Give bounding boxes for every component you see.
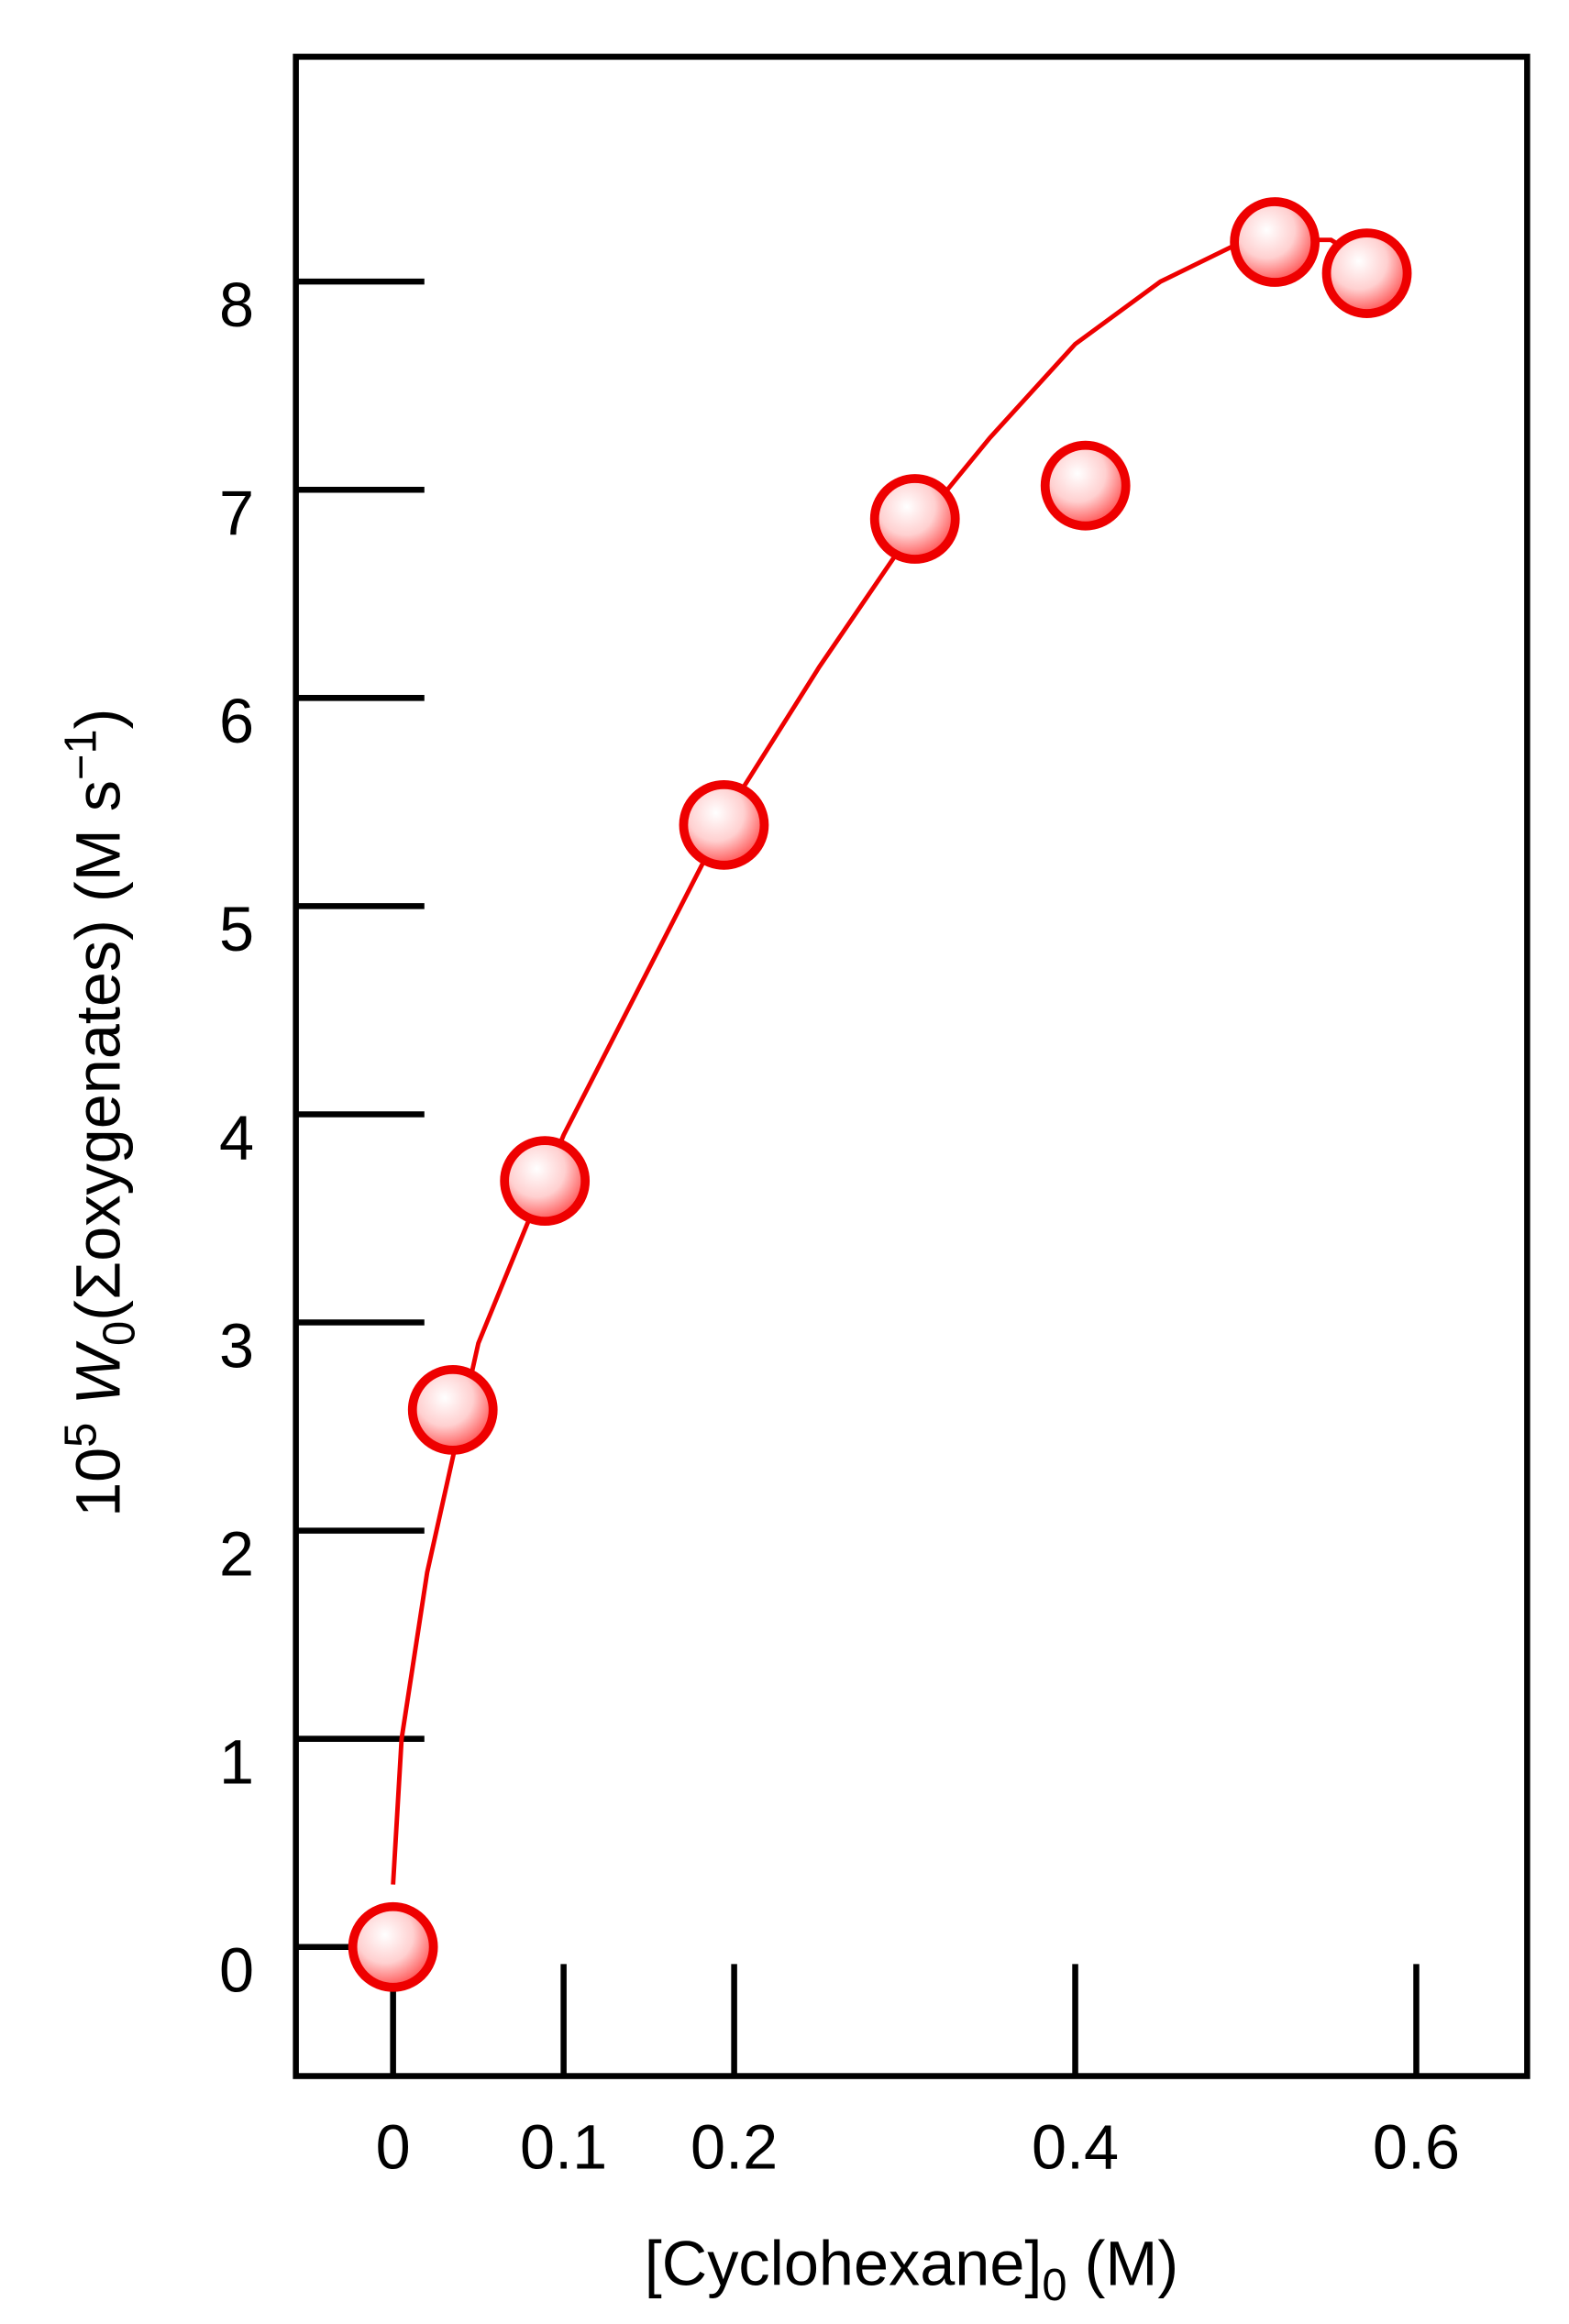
data-point: [500, 1136, 591, 1227]
fit-curve: [391, 237, 1366, 1885]
y-axis-label: 105 W0(Σoxygenates) (M s−1): [56, 709, 144, 1517]
y-tick-label: 3: [219, 1310, 254, 1381]
y-label-text: 10: [62, 1448, 133, 1517]
y-tick-label: 8: [219, 270, 254, 340]
x-label-unit: (M): [1067, 2229, 1179, 2299]
data-point: [679, 779, 769, 870]
y-label-sup: 5: [56, 1423, 105, 1448]
x-tick-label: 0: [376, 2112, 411, 2183]
y-tick-label: 5: [219, 894, 254, 964]
y-tick-label: 7: [219, 478, 254, 548]
y-tick-label: 4: [219, 1102, 254, 1173]
data-point: [869, 474, 960, 564]
x-axis-label: [Cyclohexane]0 (M): [645, 2229, 1178, 2310]
x-label-text: [Cyclohexane]: [645, 2229, 1043, 2299]
x-tick-label: 0.2: [691, 2112, 778, 2183]
data-point: [1321, 228, 1412, 318]
plot-frame: [293, 53, 1530, 2079]
y-tick-label: 2: [219, 1518, 254, 1589]
y-tick-label: 1: [219, 1727, 254, 1798]
y-label-sub: 0: [95, 1321, 145, 1346]
y-label-var: W: [62, 1341, 133, 1405]
y-label-text: (Σoxygenates) (M s: [62, 780, 133, 1321]
x-label-sub: 0: [1042, 2261, 1066, 2310]
x-tick-label: 0.6: [1373, 2112, 1460, 2183]
data-point: [1230, 197, 1320, 287]
y-label-text: ): [62, 709, 133, 730]
data-point: [348, 1901, 438, 1992]
data-point: [1040, 440, 1131, 531]
y-tick-label: 0: [219, 1935, 254, 2006]
y-label-space: [62, 1405, 133, 1423]
x-tick-label: 0.1: [520, 2112, 607, 2183]
data-point: [407, 1365, 498, 1455]
x-tick-label: 0.4: [1032, 2112, 1119, 2183]
y-label-sup: −1: [56, 729, 105, 780]
y-tick-label: 6: [219, 686, 254, 756]
